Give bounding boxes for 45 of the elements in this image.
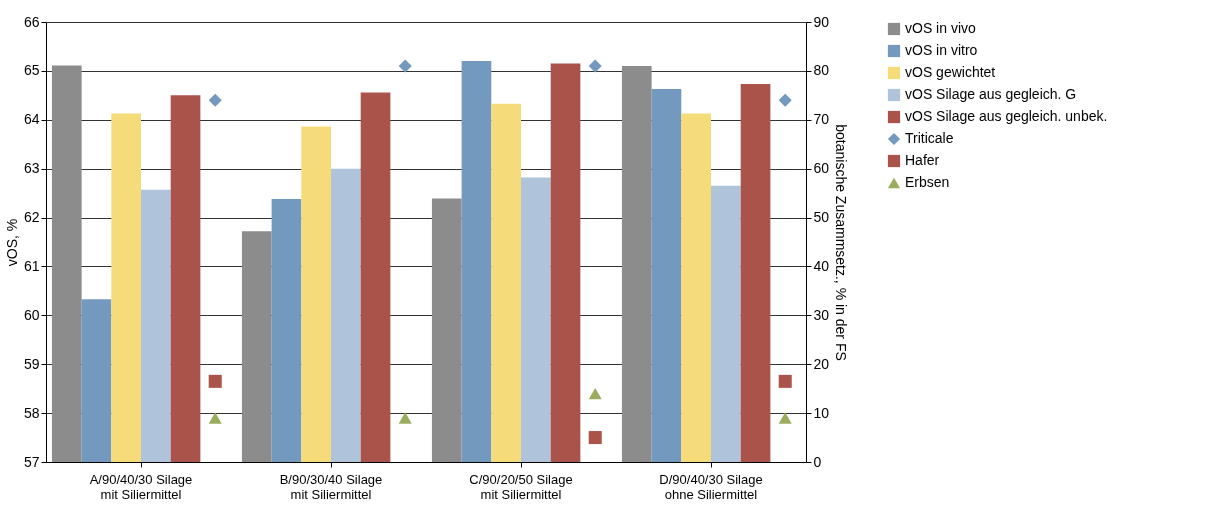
point	[588, 431, 602, 445]
y-tick-label: 65	[23, 62, 40, 79]
x-tick-label: C/90/20/50 Silage mit Siliermittel	[469, 471, 573, 502]
y-tick-label: 58	[23, 404, 40, 421]
legend-label: vOS Silage aus gegleich. unbek.	[905, 108, 1108, 124]
y2-tick-label: 70	[813, 111, 830, 128]
y-tick-label: 57	[23, 453, 40, 470]
point	[398, 412, 412, 424]
point	[588, 387, 602, 400]
y2-tick-label: 20	[813, 355, 830, 372]
point	[398, 59, 412, 73]
x-tick-label: B/90/30/40 Silage mit Siliermittel	[279, 471, 383, 502]
point	[778, 93, 792, 107]
y2-tick-label: 10	[813, 404, 830, 421]
point	[208, 412, 222, 424]
point	[778, 412, 792, 424]
y-axis-title: vOS, %	[3, 218, 20, 267]
y2-tick-label: 40	[813, 257, 830, 274]
y2-axis-title: botanische Zusammsetz., % in der FS	[833, 124, 850, 361]
y2-tick-label: 0	[813, 453, 822, 470]
x-tick-label: D/90/40/30 Silage ohne Siliermittel	[659, 471, 763, 502]
y2-tick-label: 80	[813, 62, 830, 79]
y2-tick-label: 90	[813, 13, 830, 30]
point	[588, 59, 602, 73]
y-tick-label: 62	[23, 209, 40, 226]
legend-label: vOS in vivo	[905, 20, 977, 36]
y-tick-label: 63	[23, 160, 40, 177]
legend-label: Hafer	[905, 152, 940, 168]
point	[208, 93, 222, 107]
y-tick-label: 66	[23, 13, 40, 30]
legend-label: Erbsen	[905, 174, 950, 190]
y-tick-label: 60	[23, 306, 40, 323]
legend-label: vOS Silage aus gegleich. G	[905, 86, 1077, 102]
y2-tick-label: 50	[813, 209, 830, 226]
y2-tick-label: 30	[813, 306, 830, 323]
legend-label: vOS in vitro	[905, 42, 978, 58]
x-tick-label: A/90/40/30 Silage mit Siliermittel	[89, 471, 193, 502]
legend-label: Triticale	[905, 130, 954, 146]
point	[208, 374, 222, 388]
y2-tick-label: 60	[813, 160, 830, 177]
legend-label: vOS gewichtet	[905, 64, 996, 80]
y-tick-label: 61	[23, 257, 40, 274]
y-tick-label: 59	[23, 355, 40, 372]
y-tick-label: 64	[23, 111, 40, 128]
point	[778, 374, 792, 388]
